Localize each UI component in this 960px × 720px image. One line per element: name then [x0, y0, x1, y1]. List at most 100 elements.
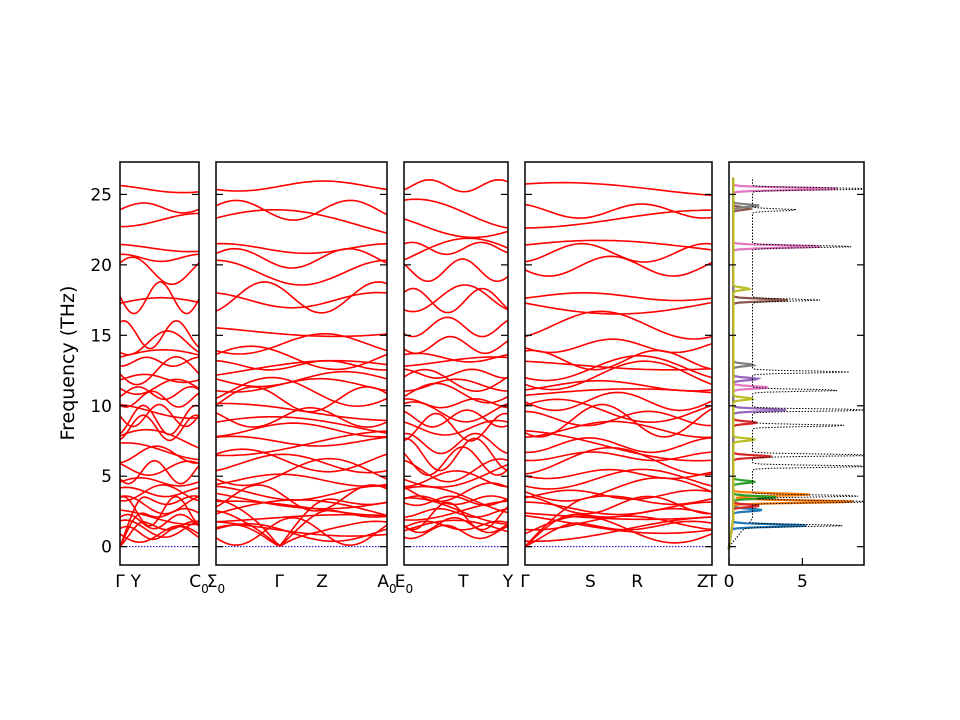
panel-1-band-12: [119, 476, 200, 487]
panel-1-band-38: [119, 184, 200, 194]
panel-2-kpoint-label: A0: [377, 572, 396, 596]
panel-1-band-35: [119, 243, 200, 253]
panel-1-band-22: [119, 390, 200, 408]
panel-1-band-11: [119, 486, 200, 498]
dos-partial-9: [727, 177, 756, 550]
dos-x-tick-label: 5: [797, 572, 808, 592]
panel-1-band-16: [119, 442, 200, 461]
panel-4-band-36: [525, 209, 712, 229]
panel-1-band-20: [119, 403, 200, 428]
panel-1-band-29: [119, 330, 200, 356]
y-tick-label: 0: [101, 538, 112, 558]
panel-2-kpoint-label: Z: [316, 572, 328, 592]
panel-1-band-13: [119, 459, 200, 485]
panel-2-band-18: [215, 422, 388, 438]
panel-1-band-27: [119, 356, 200, 368]
panel-4-band-5: [524, 515, 713, 531]
panel-4-band-7: [524, 512, 713, 521]
panel-2-band-1: [215, 509, 388, 547]
panel-1-band-24: [119, 378, 200, 396]
panel-3-frame: [403, 161, 509, 566]
y-tick-label: 15: [90, 326, 112, 346]
panel-1-frame: [119, 161, 200, 566]
panel-2-band-24: [215, 377, 388, 393]
panel-3-band-37: [403, 198, 509, 229]
panel-2-band-26: [215, 359, 388, 376]
panel-2-band-32: [215, 291, 388, 309]
panel-4-frame: [524, 161, 713, 566]
panel-2-band-29: [215, 332, 388, 355]
panel-4-band-0: [524, 520, 713, 548]
panel-2-band-4: [215, 522, 388, 543]
panel-4-kpoint-label: Γ: [520, 572, 530, 592]
panel-4-band-16: [524, 437, 713, 454]
panel-2-band-15: [215, 448, 388, 473]
panel-1-kpoint-label: Γ: [115, 572, 125, 592]
panel-4-band-20: [524, 410, 713, 427]
panel-2-band-28: [215, 345, 388, 371]
panel-4-band-37: [524, 203, 713, 219]
panel-1-band-19: [119, 404, 200, 436]
panel-2-band-34: [215, 247, 388, 269]
panel-4-band-33: [524, 255, 713, 277]
panel-4-band-35: [524, 239, 713, 251]
y-axis-label: Frequency (THz): [57, 286, 79, 441]
panel-4-band-12: [524, 468, 713, 490]
panel-4-kpoint-label: T: [706, 572, 718, 592]
panel-4-band-6: [524, 514, 713, 535]
panel-3-band-3: [403, 524, 509, 540]
panel-2-band-22: [215, 386, 388, 413]
panel-3-kpoint-label: T: [457, 572, 469, 592]
panel-3-band-25: [403, 368, 509, 393]
panel-1-band-33: [119, 256, 200, 286]
panel-4-band-26: [524, 354, 713, 382]
panel-1-band-15: [119, 445, 200, 464]
panel-3-band-12: [403, 470, 509, 488]
dos-frame: [728, 161, 865, 566]
panel-2-band-23: [215, 376, 388, 408]
panel-3-band-30: [403, 316, 509, 338]
panel-1-band-32: [119, 281, 200, 315]
panel-3-band-14: [403, 458, 509, 483]
panel-2-band-38: [215, 180, 388, 192]
panel-3-band-5: [403, 516, 509, 534]
panel-1-band-21: [119, 403, 200, 420]
panel-4-kpoint-label: R: [631, 572, 643, 592]
panel-2-band-37: [215, 199, 388, 221]
panel-2-band-3: [215, 516, 388, 547]
panel-2-band-10: [215, 492, 388, 510]
panel-2-band-11: [215, 485, 388, 501]
panel-4-band-19: [524, 403, 713, 438]
panel-2-band-25: [215, 370, 388, 388]
panel-4-band-17: [524, 429, 713, 462]
panel-2-band-2: [215, 498, 388, 547]
panel-3-band-35: [403, 241, 509, 256]
panel-3-band-26: [403, 368, 508, 379]
panel-3-band-6: [403, 501, 509, 531]
panel-1-band-10: [119, 484, 200, 502]
panel-3-kpoint-label: E0: [395, 572, 413, 596]
panel-3-kpoint-label: Y: [502, 572, 514, 592]
panel-1-band-34: [120, 253, 200, 263]
panel-4-kpoint-label: Z: [697, 572, 709, 592]
panel-4-band-38: [524, 181, 713, 197]
panel-3-band-16: [404, 437, 509, 472]
panel-2-band-31: [215, 281, 388, 314]
panel-1-band-31: [119, 296, 200, 304]
panel-2-band-17: [215, 435, 388, 447]
panel-4-band-34: [524, 242, 713, 263]
panel-1-band-7: [119, 509, 200, 526]
panel-2-band-30: [215, 327, 388, 338]
panel-4-band-31: [524, 301, 713, 315]
panel-3-band-31: [403, 284, 509, 313]
panel-3-band-8: [403, 496, 509, 525]
panel-4-band-32: [524, 291, 713, 302]
y-tick-label: 10: [90, 397, 112, 417]
panel-4-band-9: [524, 495, 712, 515]
panel-3-band-33: [403, 258, 509, 283]
y-tick-label: 5: [101, 467, 112, 487]
panel-2-band-14: [215, 453, 388, 474]
panel-4-band-15: [524, 451, 713, 462]
dos-x-tick-label: 0: [724, 572, 735, 592]
